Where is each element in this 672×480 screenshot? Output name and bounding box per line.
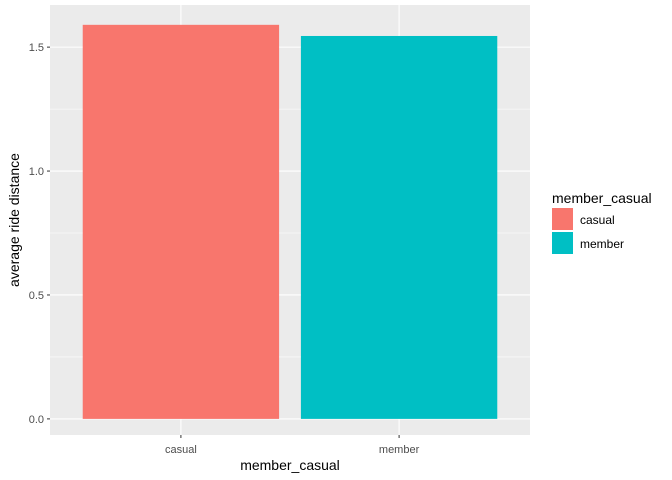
y-axis-title: average ride distance [6, 153, 22, 287]
bars-group [82, 24, 498, 419]
legend-title: member_casual [552, 190, 652, 206]
legend-label-casual: casual [580, 213, 615, 227]
y-tick-label: 0.5 [29, 290, 44, 302]
legend-label-member: member [580, 237, 624, 251]
y-axis-ticks: 0.0 0.5 1.0 1.5 [29, 42, 50, 426]
y-tick-label: 0.0 [29, 414, 44, 426]
legend-key-casual [552, 208, 573, 230]
bar-member [300, 35, 498, 419]
legend: member_casual casual member [552, 190, 652, 254]
x-axis-title: member_casual [240, 457, 340, 473]
y-tick-label: 1.0 [29, 166, 44, 178]
legend-key-member [552, 232, 573, 254]
y-tick-label: 1.5 [29, 42, 44, 54]
bar-casual [82, 24, 280, 419]
x-axis-ticks: casual member [165, 435, 420, 456]
x-tick-label: casual [165, 444, 197, 456]
x-tick-label: member [379, 444, 420, 456]
